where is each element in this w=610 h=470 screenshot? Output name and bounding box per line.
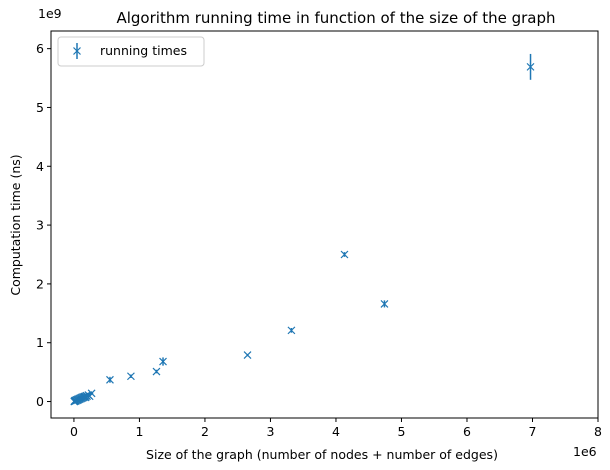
legend-label-running-times: running times (100, 43, 187, 58)
x-offset-label: 1e6 (573, 444, 597, 459)
point-marker-stroke (159, 357, 167, 366)
chart-title: Algorithm running time in function of th… (116, 9, 555, 27)
data-point (243, 351, 252, 359)
x-tick-label: 1 (135, 424, 143, 439)
plot-area-frame (50, 30, 599, 419)
x-tick-label: 0 (70, 424, 78, 439)
point-marker-stroke (340, 250, 349, 259)
point-marker-stroke (526, 62, 535, 71)
y-tick-label: 5 (36, 100, 44, 115)
legend-marker-x (73, 43, 81, 59)
legend-box (57, 36, 205, 67)
point-marker-stroke (87, 389, 96, 398)
point-marker-stroke (106, 375, 114, 384)
points-layer (70, 53, 535, 406)
legend-marker-stroke (73, 47, 81, 55)
data-point (340, 250, 349, 259)
point-marker-stroke (243, 351, 252, 359)
y-axis-label: Computation time (ns) (8, 154, 23, 295)
y-tick-label: 3 (36, 218, 44, 233)
x-tick-label: 2 (201, 424, 209, 439)
data-point (87, 389, 96, 398)
y-tick-label: 6 (36, 41, 44, 56)
point-marker-stroke (380, 299, 389, 308)
point-marker-stroke (152, 367, 161, 376)
x-tick-label: 7 (529, 424, 537, 439)
y-tick-label: 0 (36, 394, 44, 409)
y-tick-label: 4 (36, 159, 44, 174)
x-tick-label: 5 (397, 424, 405, 439)
y-tick-label: 1 (36, 335, 44, 350)
x-axis-label: Size of the graph (number of nodes + num… (146, 447, 498, 462)
point-marker-stroke (287, 326, 296, 335)
data-point (159, 357, 167, 366)
x-tick-label: 6 (463, 424, 471, 439)
x-tick-label: 8 (594, 424, 602, 439)
data-point (526, 53, 535, 80)
data-point (380, 299, 389, 308)
x-tick-label: 3 (266, 424, 274, 439)
legend: running times (57, 36, 205, 67)
data-point (287, 326, 296, 335)
data-point (106, 375, 114, 384)
y-offset-label: 1e9 (38, 6, 62, 21)
point-marker-stroke (126, 372, 135, 381)
data-point (126, 372, 135, 381)
ticks-layer: 0 1 2 3 4 5 6 7 8 0 1 2 3 4 5 6 (36, 41, 602, 439)
x-tick-label: 4 (332, 424, 340, 439)
data-point (152, 367, 161, 376)
y-tick-label: 2 (36, 276, 44, 291)
